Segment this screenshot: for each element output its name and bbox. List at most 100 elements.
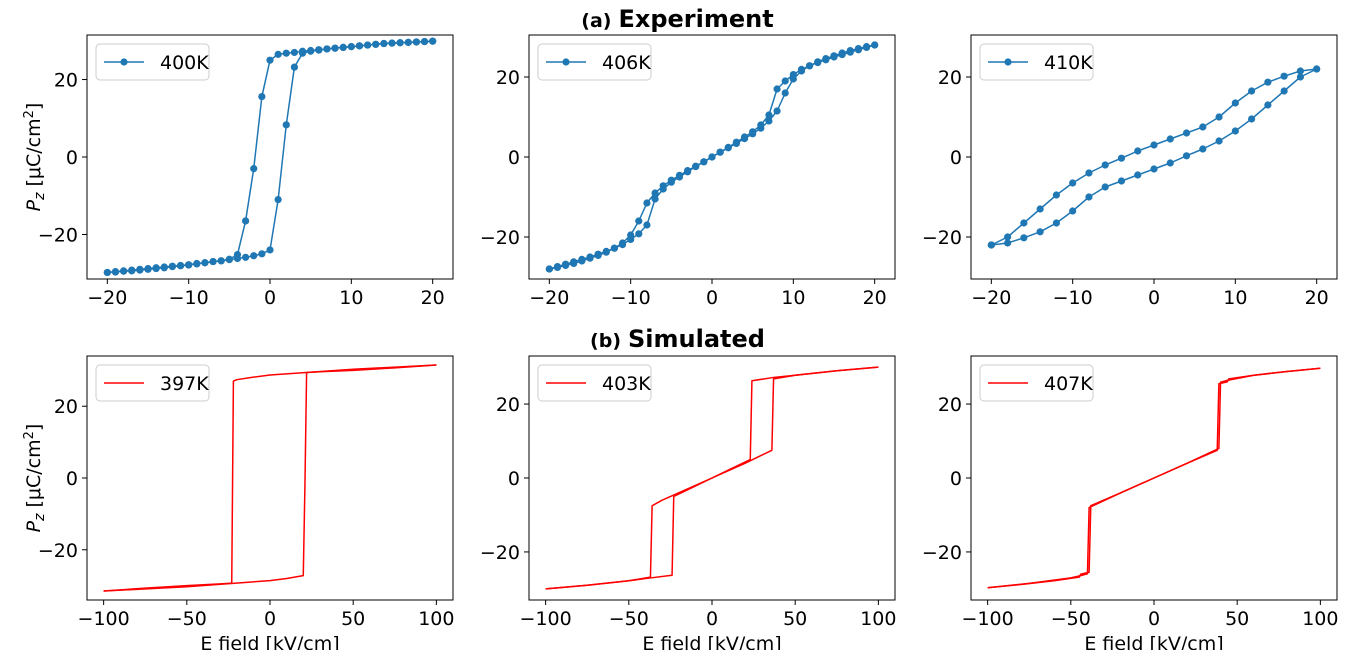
data-point xyxy=(553,263,562,271)
data-point xyxy=(749,128,757,136)
x-tick-label: −10 xyxy=(611,287,651,309)
x-axis-label: E field [kV/cm] xyxy=(200,633,339,650)
x-tick-label: 0 xyxy=(706,608,718,630)
data-point xyxy=(586,254,594,262)
x-tick-label: −50 xyxy=(1051,608,1091,630)
data-point xyxy=(651,189,659,197)
data-point xyxy=(618,239,627,247)
data-point xyxy=(217,257,225,265)
data-point xyxy=(765,117,773,125)
data-point xyxy=(716,148,724,156)
x-tick-label: 10 xyxy=(1223,287,1247,309)
data-point xyxy=(659,182,667,190)
legend: 397K xyxy=(95,364,210,402)
legend-box xyxy=(979,43,1094,81)
x-tick-label: −20 xyxy=(87,287,127,309)
data-point xyxy=(412,38,420,46)
data-point xyxy=(675,171,684,179)
data-point xyxy=(854,46,863,54)
series-line-397K-branch-1 xyxy=(103,364,437,592)
data-point xyxy=(773,85,781,93)
data-point xyxy=(1117,154,1126,162)
data-point xyxy=(290,63,298,71)
legend: 403K xyxy=(537,364,652,402)
series-line-397K-branch-2 xyxy=(103,364,437,592)
data-point xyxy=(1085,169,1093,177)
data-point xyxy=(667,176,675,184)
data-point xyxy=(144,265,152,273)
data-point xyxy=(1020,234,1028,242)
data-point xyxy=(136,266,144,274)
x-axis-label: E field [kV/cm] xyxy=(1084,633,1223,650)
data-point xyxy=(315,46,323,54)
data-point xyxy=(1020,219,1028,227)
data-point xyxy=(570,259,578,267)
x-tick-label: −100 xyxy=(962,608,1014,630)
y-tick-label: −20 xyxy=(480,227,520,249)
chart-panel-400K: −20 −10 0 10 20 −20 0 20 400K Pz [μC/cm2] xyxy=(22,34,454,309)
x-tick-label: 10 xyxy=(781,287,805,309)
data-point xyxy=(1280,72,1288,80)
x-axis-label: E field [kV/cm] xyxy=(642,633,781,650)
data-point xyxy=(290,48,298,57)
data-point xyxy=(643,199,651,207)
data-point xyxy=(250,252,258,260)
data-point xyxy=(396,39,404,47)
data-point xyxy=(1101,183,1109,191)
legend: 400K xyxy=(95,43,210,81)
x-tick-label: −20 xyxy=(971,287,1011,309)
data-point xyxy=(274,196,282,204)
data-point xyxy=(700,158,708,166)
y-axis-label: Pz [μC/cm2] xyxy=(22,424,48,533)
y-tick-label: 20 xyxy=(938,394,962,416)
x-tick-label: 20 xyxy=(1305,287,1329,309)
data-point xyxy=(372,40,380,48)
y-tick-label: 0 xyxy=(508,468,520,490)
data-point xyxy=(1036,228,1044,236)
data-point xyxy=(1215,113,1223,121)
data-point xyxy=(781,89,789,97)
data-point xyxy=(635,230,643,238)
data-point xyxy=(323,45,331,53)
y-tick-label: 20 xyxy=(938,67,962,89)
data-point xyxy=(871,41,879,49)
data-point xyxy=(1182,129,1191,137)
y-tick-label: 0 xyxy=(950,468,962,490)
x-tick-label: 0 xyxy=(264,287,276,309)
y-tick-label: −20 xyxy=(922,227,962,249)
data-point xyxy=(250,165,258,173)
data-point xyxy=(789,71,797,79)
data-point xyxy=(420,37,429,46)
x-tick-label: −10 xyxy=(1053,287,1093,309)
legend-box xyxy=(537,364,652,402)
x-tick-label: 100 xyxy=(860,608,896,630)
data-point xyxy=(364,41,372,49)
data-point xyxy=(103,268,111,277)
data-point xyxy=(1199,145,1207,153)
x-tick-label: 20 xyxy=(863,287,887,309)
x-tick-label: 100 xyxy=(418,608,454,630)
data-point xyxy=(692,162,700,170)
data-point xyxy=(274,50,282,58)
data-point xyxy=(578,257,586,265)
x-tick-label: 0 xyxy=(706,287,718,309)
chart-panel-406K: −20 −10 0 10 20 −20 0 20 406K xyxy=(480,34,896,309)
data-point xyxy=(1150,165,1158,173)
x-tick-label: 20 xyxy=(421,287,445,309)
data-point xyxy=(822,56,830,64)
data-point xyxy=(773,107,781,115)
data-point xyxy=(740,133,749,141)
data-point xyxy=(1215,137,1223,145)
data-point xyxy=(1280,87,1288,95)
data-point xyxy=(1069,179,1077,187)
data-point xyxy=(1313,65,1321,73)
data-point xyxy=(806,62,814,70)
data-point xyxy=(814,59,822,67)
data-point xyxy=(643,221,651,229)
heading-experiment-title: Experiment xyxy=(618,5,774,33)
y-tick-label: 20 xyxy=(496,394,520,416)
data-point xyxy=(651,195,659,203)
data-point xyxy=(1036,205,1044,213)
data-point xyxy=(242,253,250,261)
